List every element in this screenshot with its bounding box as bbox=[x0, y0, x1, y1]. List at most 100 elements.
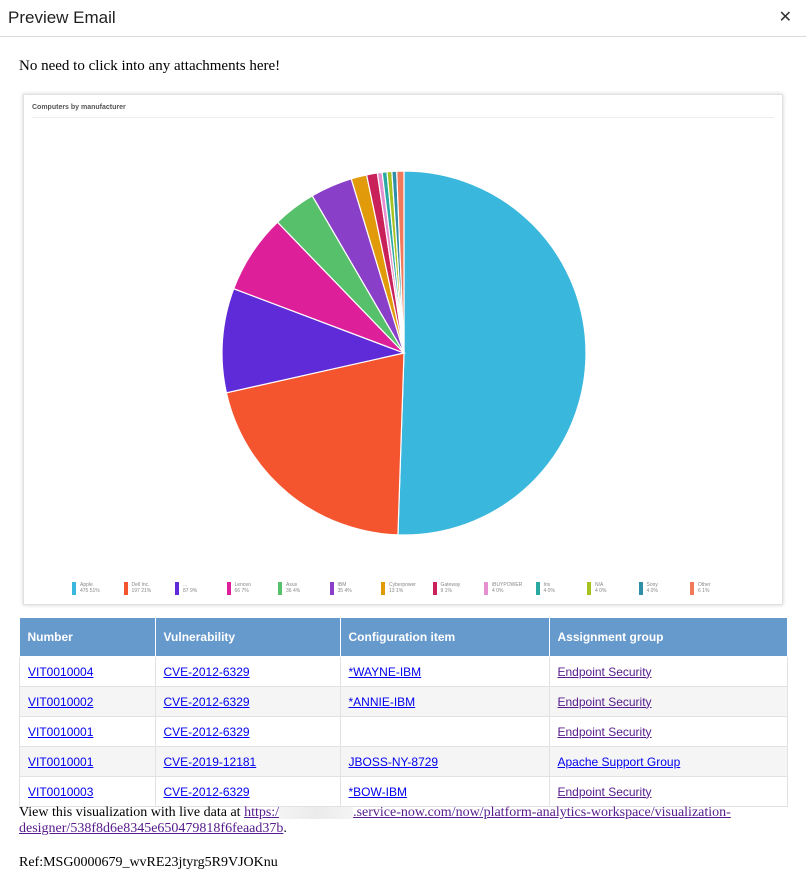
legend-series-name: ... bbox=[183, 582, 188, 588]
legend-label: Iris 4 0% bbox=[544, 582, 555, 594]
legend-label: Gateway 9 1% bbox=[441, 582, 461, 594]
chart-divider bbox=[32, 117, 774, 118]
visualization-link[interactable]: https:/.service-now.com/now/platform-ana… bbox=[19, 805, 731, 836]
legend-series-name: Lenovo bbox=[234, 582, 251, 588]
legend-series-value: 197 21% bbox=[131, 588, 152, 594]
vulnerability-link[interactable]: CVE-2012-6329 bbox=[163, 694, 250, 709]
legend-label: Sony 4 0% bbox=[647, 582, 658, 594]
legend-swatch bbox=[123, 582, 128, 595]
legend-series-value: 6 1% bbox=[698, 588, 710, 594]
legend-label: N/A 4 0% bbox=[595, 582, 606, 594]
chart-title: Computers by manufacturer bbox=[32, 104, 126, 111]
visualization-link-line: View this visualization with live data a… bbox=[19, 805, 789, 837]
legend-series-name: iBUYPOWER bbox=[492, 582, 523, 588]
legend-series-name: Other bbox=[698, 582, 711, 588]
legend-series-value: 66 7% bbox=[234, 588, 249, 594]
dialog-header: Preview Email ✕ bbox=[0, 0, 806, 37]
redacted-instance-name bbox=[279, 806, 354, 819]
configuration-item-link[interactable]: JBOSS-NY-8729 bbox=[348, 754, 439, 769]
configuration-item-link[interactable]: *ANNIE-IBM bbox=[348, 694, 416, 709]
legend-label: Cyberpower 13 1% bbox=[389, 582, 416, 594]
pie-slice-apple[interactable] bbox=[397, 170, 587, 536]
configuration-item-cell bbox=[339, 716, 550, 747]
legend-swatch bbox=[72, 582, 76, 595]
assignment-group-link[interactable]: Endpoint Security bbox=[557, 694, 652, 709]
vulnerability-link[interactable]: CVE-2012-6329 bbox=[163, 724, 250, 739]
intro-text: No need to click into any attachments he… bbox=[19, 58, 281, 74]
pie-slice-unknown[interactable] bbox=[221, 287, 407, 394]
legend-label: Dell Inc. 197 21% bbox=[132, 582, 152, 594]
assignment-group-link[interactable]: Endpoint Security bbox=[557, 724, 652, 739]
legend-series-value: 35 4% bbox=[337, 588, 352, 594]
legend-series-name: N/A bbox=[595, 582, 604, 588]
number-link[interactable]: VIT0010002 bbox=[28, 694, 94, 709]
legend-series-name: Iris bbox=[543, 582, 551, 588]
table-row: VIT0010004 CVE-2012-6329 *WAYNE-IBM Endp… bbox=[19, 656, 788, 687]
message-reference: Ref:MSG0000679_wvRE23jtyrg5R9VJOKnu bbox=[19, 855, 278, 870]
legend-swatch bbox=[226, 582, 231, 595]
legend-series-name: Gateway bbox=[440, 582, 461, 588]
col-header-number: Number bbox=[19, 618, 156, 657]
dialog-title: Preview Email bbox=[8, 8, 116, 27]
legend-series-value: 4 0% bbox=[492, 588, 504, 594]
col-header-vulnerability: Vulnerability bbox=[154, 618, 341, 657]
configuration-item-link[interactable]: *WAYNE-IBM bbox=[348, 664, 422, 679]
legend-series-name: Cyberpower bbox=[389, 582, 416, 588]
number-link[interactable]: VIT0010004 bbox=[28, 664, 94, 679]
pie-slice-other[interactable] bbox=[396, 170, 405, 354]
legend-series-value: 4 0% bbox=[595, 588, 607, 594]
table-row: VIT0010003 CVE-2012-6329 *BOW-IBM Endpoi… bbox=[19, 776, 788, 807]
chart-card: Computers by manufacturer Apple 475 51% De… bbox=[23, 94, 783, 605]
col-header-assignment-group: Assignment group bbox=[548, 618, 788, 657]
legend-swatch bbox=[329, 582, 334, 595]
legend-series-name: IBM bbox=[337, 582, 347, 588]
assignment-group-link[interactable]: Endpoint Security bbox=[557, 784, 652, 799]
legend-label: Other 6 1% bbox=[698, 582, 711, 594]
close-icon[interactable]: ✕ bbox=[778, 7, 792, 26]
legend-swatch bbox=[381, 582, 385, 595]
legend-series-value: 4 0% bbox=[646, 588, 658, 594]
legend-label: iBUYPOWER 4 0% bbox=[492, 582, 522, 594]
assignment-group-link[interactable]: Apache Support Group bbox=[557, 754, 681, 769]
assignment-group-link[interactable]: Endpoint Security bbox=[557, 664, 652, 679]
table-row: VIT0010001 CVE-2019-12181 JBOSS-NY-8729 … bbox=[19, 746, 788, 777]
configuration-item-link[interactable]: *BOW-IBM bbox=[348, 784, 407, 799]
col-header-configuration-item: Configuration item bbox=[339, 618, 550, 657]
number-link[interactable]: VIT0010001 bbox=[28, 754, 94, 769]
vulnerability-link[interactable]: CVE-2012-6329 bbox=[163, 664, 250, 679]
table-row: VIT0010002 CVE-2012-6329 *ANNIE-IBM Endp… bbox=[19, 686, 788, 717]
legend-series-value: 87 9% bbox=[183, 588, 198, 594]
vulnerability-link[interactable]: CVE-2019-12181 bbox=[163, 754, 257, 769]
legend-series-name: Dell Inc. bbox=[131, 582, 150, 588]
legend-label: ... 87 9% bbox=[183, 582, 197, 594]
legend-swatch bbox=[175, 582, 179, 595]
pie-slice-dell-inc[interactable] bbox=[225, 352, 405, 536]
table-row: VIT0010001 CVE-2012-6329 Endpoint Securi… bbox=[19, 716, 788, 747]
vulnerability-link[interactable]: CVE-2012-6329 bbox=[163, 784, 250, 799]
number-link[interactable]: VIT0010001 bbox=[28, 724, 94, 739]
table-header-row: Number Vulnerability Configuration item … bbox=[19, 618, 788, 657]
visualization-link-prefix: View this visualization with live data a… bbox=[19, 805, 245, 820]
legend-series-value: 475 51% bbox=[80, 588, 100, 594]
legend-label: Apple 475 51% bbox=[80, 582, 100, 594]
legend-swatch bbox=[535, 582, 540, 595]
visualization-link-suffix: . bbox=[283, 821, 287, 836]
legend-swatch bbox=[638, 582, 643, 595]
legend-swatch bbox=[587, 582, 591, 595]
legend-label: IBM 35 4% bbox=[338, 582, 352, 594]
legend-series-value: 9 1% bbox=[440, 588, 452, 594]
legend-series-value: 13 1% bbox=[389, 588, 404, 594]
legend-series-name: Sony bbox=[646, 582, 658, 588]
legend-swatch bbox=[432, 582, 437, 595]
vulnerability-table: Number Vulnerability Configuration item … bbox=[19, 618, 788, 807]
visualization-link-rest: .service-now.com/now/platform-analytics-… bbox=[19, 805, 731, 836]
legend-series-name: Asus bbox=[286, 582, 298, 588]
number-link[interactable]: VIT0010003 bbox=[28, 784, 94, 799]
legend-series-value: 36 4% bbox=[286, 588, 301, 594]
legend-swatch bbox=[484, 582, 488, 595]
legend-swatch bbox=[278, 582, 282, 595]
legend-label: Asus 36 4% bbox=[286, 582, 300, 594]
legend-label: Lenovo 66 7% bbox=[235, 582, 251, 594]
pie-chart bbox=[221, 170, 587, 536]
legend-series-value: 4 0% bbox=[543, 588, 555, 594]
